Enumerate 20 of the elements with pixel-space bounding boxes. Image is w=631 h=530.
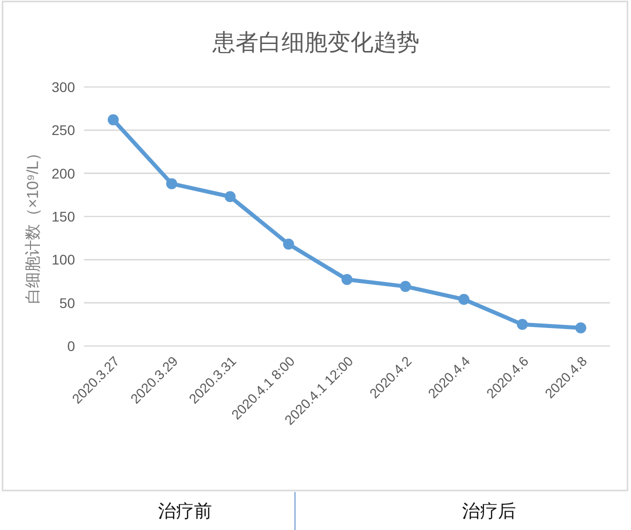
point [516,318,528,330]
point [400,280,411,292]
point [575,322,586,334]
text: 治疗前 [158,501,212,521]
point [342,274,352,286]
point [283,238,294,250]
y-axis-title: 白细胞计数（×10⁹/L） [24,144,42,304]
point [458,294,470,305]
point [108,114,119,126]
y-tick-label: 300 [52,79,76,95]
point [224,191,236,202]
chart-title: 患者白细胞变化趋势 [212,29,420,55]
y-tick-label: 0 [67,338,76,354]
y-tick-label: 250 [52,122,76,138]
y-tick-label: 100 [52,252,76,268]
y-tick-label: 150 [52,208,76,224]
text: 治疗后 [462,501,516,521]
point [166,178,178,190]
y-tick-label: 50 [59,294,76,311]
y-tick-label: 200 [52,165,76,182]
